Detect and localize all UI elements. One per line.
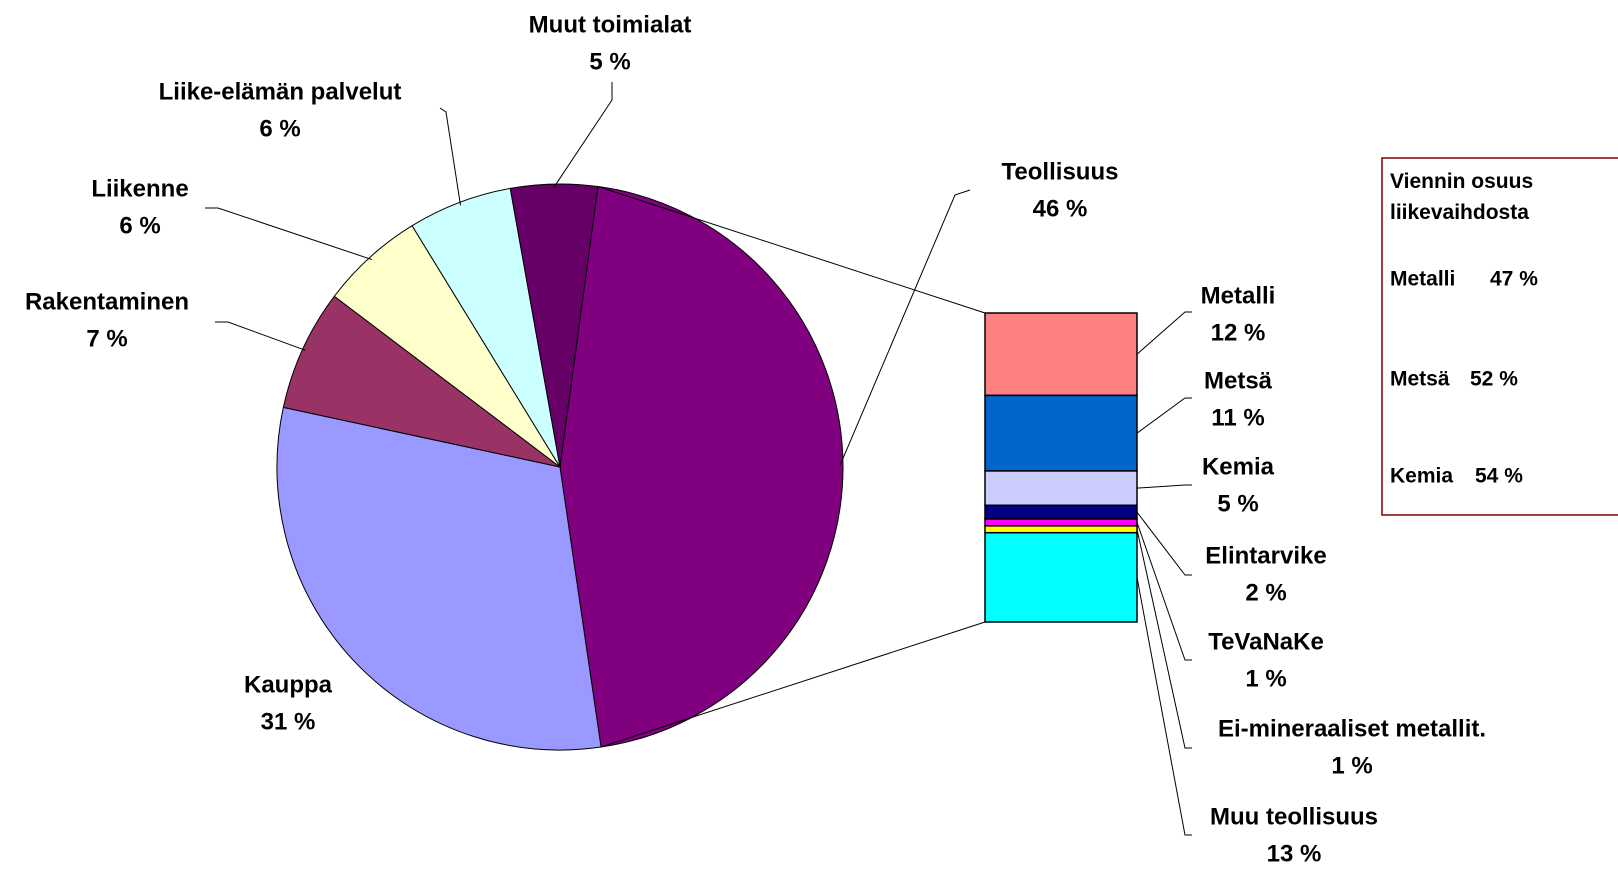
segment-label: Muu teollisuus <box>1210 803 1378 830</box>
bar-segment <box>984 531 1138 623</box>
box-item-name: Metalli <box>1390 268 1455 291</box>
segment-label: Metsä <box>1204 367 1273 394</box>
connector <box>597 186 986 314</box>
slice-value-label: 46 % <box>1033 195 1088 222</box>
pie-slice <box>559 185 844 748</box>
bar-segment <box>984 394 1138 472</box>
slice-label: Rakentaminen <box>25 288 189 315</box>
segment-value-label: 13 % <box>1267 840 1322 867</box>
leader-line <box>205 207 373 261</box>
segment-value-label: 11 % <box>1211 404 1264 431</box>
segment-label: Ei-mineraaliset metallit. <box>1218 715 1486 742</box>
leader-line <box>1136 577 1192 836</box>
bar-segment <box>984 525 1138 534</box>
leader-line <box>553 82 613 188</box>
box-item-value: 52 % <box>1470 368 1518 391</box>
box-item-value: 54 % <box>1475 465 1523 488</box>
slice-label: Liike-elämän palvelut <box>159 78 402 105</box>
leader-line <box>1136 529 1192 749</box>
leader-line <box>1136 511 1192 576</box>
box-title: Viennin osuus liikevaihdosta <box>1390 170 1534 224</box>
bar-segment <box>984 518 1138 527</box>
segment-value-label: 1 % <box>1331 752 1372 779</box>
slice-value-label: 31 % <box>261 708 316 735</box>
leader-line <box>1136 311 1192 355</box>
pie-slice <box>509 183 599 468</box>
leader-line <box>1136 397 1192 434</box>
leader-line <box>839 189 971 466</box>
bar-segment <box>984 504 1138 520</box>
segment-value-label: 5 % <box>1217 490 1258 517</box>
slice-value-label: 7 % <box>86 325 127 352</box>
segment-value-label: 2 % <box>1245 579 1286 606</box>
pie-slice <box>276 406 602 751</box>
slice-value-label: 5 % <box>589 48 630 75</box>
segment-label: TeVaNaKe <box>1208 628 1324 655</box>
leader-line <box>439 107 461 206</box>
segment-label: Metalli <box>1201 282 1276 309</box>
connector <box>600 621 986 748</box>
bar-segment <box>984 312 1138 397</box>
segment-label: Kemia <box>1202 453 1275 480</box>
box-item-name: Kemia <box>1390 465 1453 488</box>
box-item-name: Metsä <box>1390 368 1450 391</box>
slice-label: Teollisuus <box>1002 158 1119 185</box>
slice-label: Kauppa <box>244 671 333 698</box>
segment-label: Elintarvike <box>1205 542 1326 569</box>
leader-line <box>1136 484 1192 489</box>
leader-line <box>1136 522 1192 661</box>
slice-label: Muut toimialat <box>529 11 692 38</box>
bar-segment <box>984 470 1138 507</box>
slice-value-label: 6 % <box>259 115 300 142</box>
info-box <box>1381 157 1618 516</box>
slice-value-label: 6 % <box>119 212 160 239</box>
leader-line <box>215 321 306 351</box>
slice-label: Liikenne <box>91 175 188 202</box>
segment-value-label: 1 % <box>1245 665 1286 692</box>
box-item-value: 47 % <box>1490 268 1538 291</box>
segment-value-label: 12 % <box>1211 319 1266 346</box>
